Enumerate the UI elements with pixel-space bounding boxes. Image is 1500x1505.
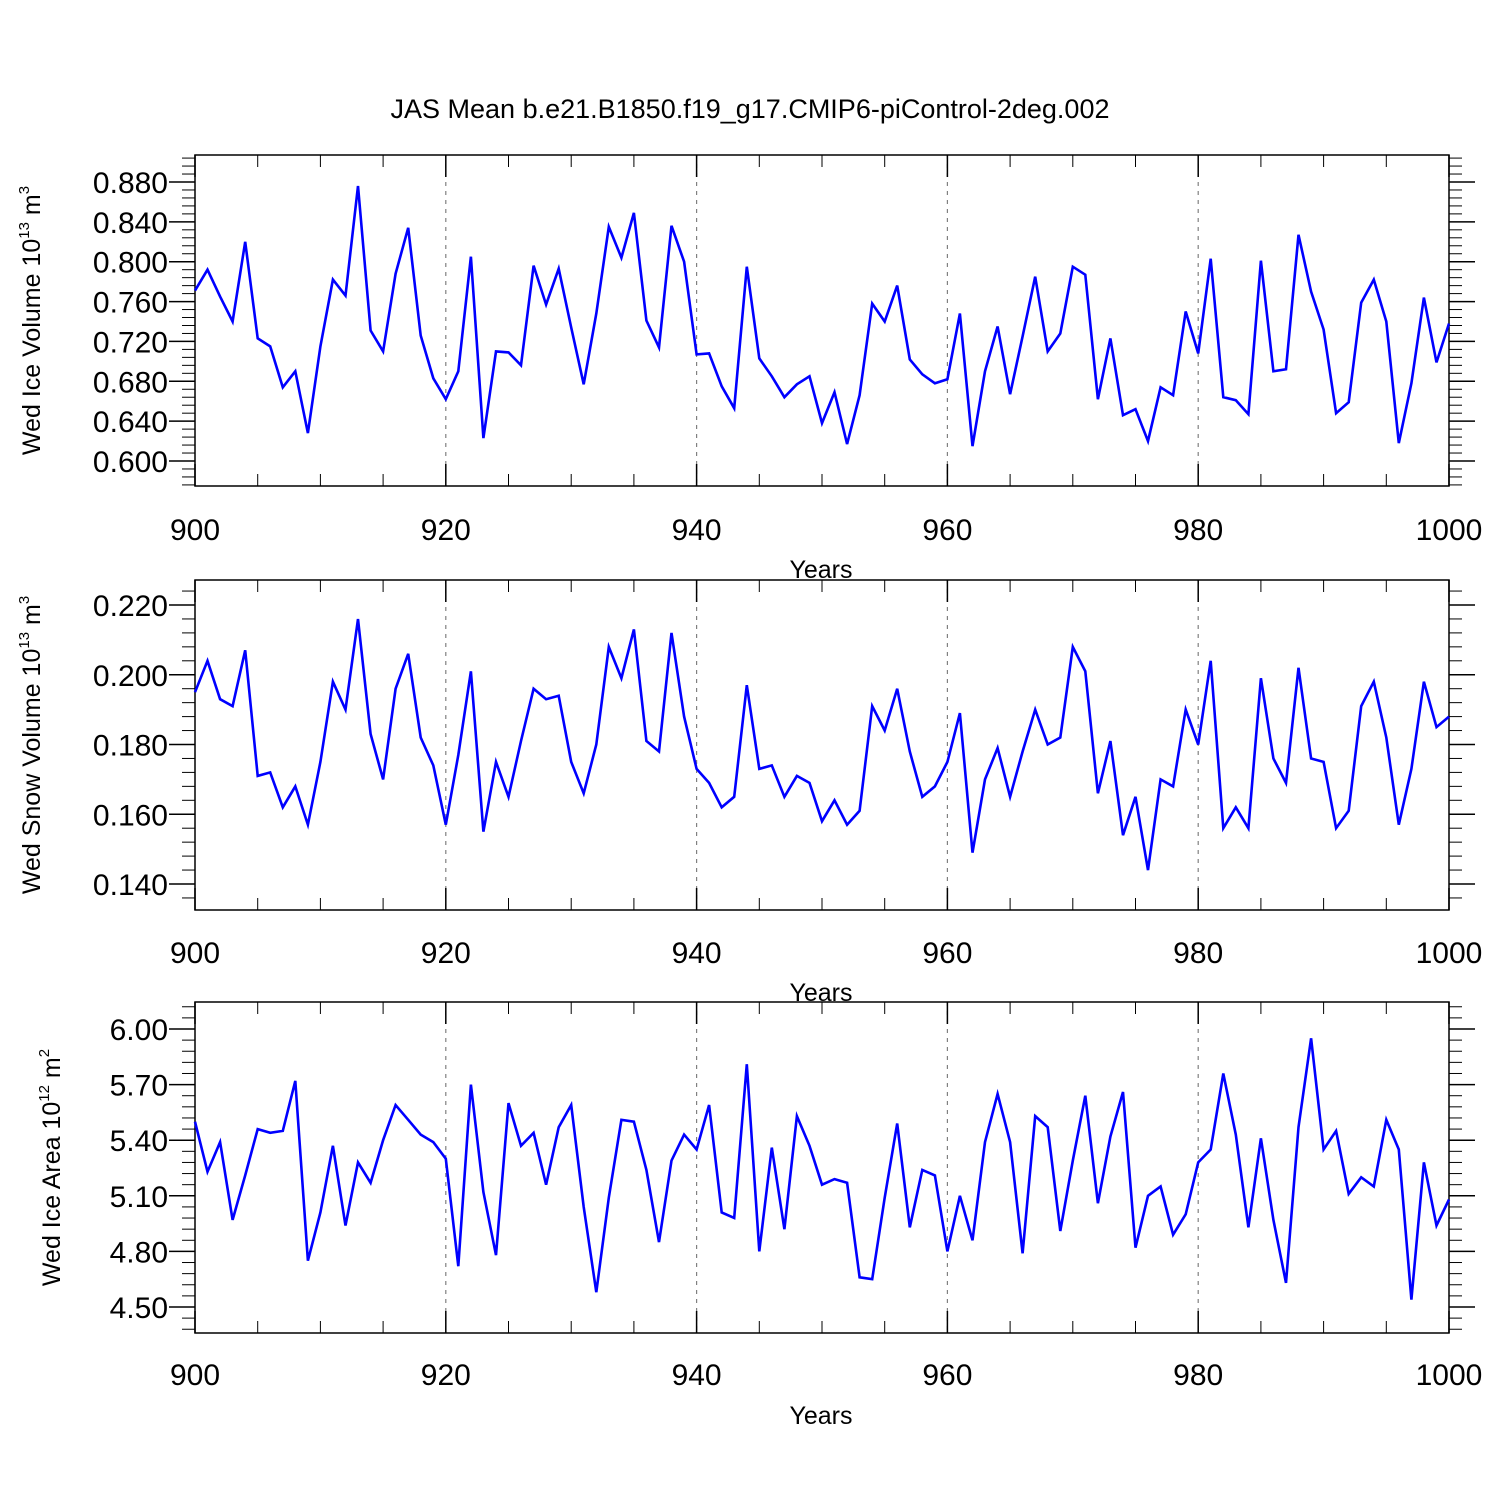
x-axis-title: Years (789, 1402, 852, 1430)
y-tick-label: 0.720 (93, 326, 168, 359)
x-tick-label: 960 (922, 514, 972, 547)
y-tick-label: 0.160 (93, 799, 168, 832)
y-tick-label: 0.220 (93, 590, 168, 623)
y-tick-label: 0.840 (93, 207, 168, 240)
y-tick-label: 4.80 (110, 1236, 168, 1269)
y-tick-label: 0.140 (93, 869, 168, 902)
x-tick-label: 920 (421, 1359, 471, 1392)
panel-3: 4.50 4.80 5.10 5.40 5.70 6.00 900 920 940 960 980 1… (36, 1002, 1482, 1430)
y-tick-label: 0.600 (93, 446, 168, 479)
x-tick-label: 980 (1173, 1359, 1223, 1392)
x-tick-label: 920 (421, 937, 471, 970)
plot-frame (195, 155, 1449, 486)
plot-frame (195, 580, 1449, 910)
y-tick-label: 6.00 (110, 1014, 168, 1047)
x-tick-label: 900 (170, 1359, 220, 1392)
y-tick-label: 0.800 (93, 247, 168, 280)
panels-container: 0.600 0.640 0.680 0.720 0.760 0.800 0.840 0.880… (16, 155, 1482, 1430)
series-line (195, 619, 1449, 870)
y-tick-label: 0.680 (93, 366, 168, 399)
y-tick-label: 0.760 (93, 287, 168, 320)
chart-title: JAS Mean b.e21.B1850.f19_g17.CMIP6-piCon… (391, 94, 1110, 124)
x-tick-label: 920 (421, 514, 471, 547)
x-tick-label: 960 (922, 1359, 972, 1392)
y-axis-title: Wed Ice Area 1012 m2 (36, 1049, 66, 1286)
x-tick-label: 940 (672, 514, 722, 547)
x-tick-label: 960 (922, 937, 972, 970)
y-tick-label: 5.40 (110, 1125, 168, 1158)
x-tick-label: 940 (672, 937, 722, 970)
x-tick-label: 1000 (1416, 1359, 1483, 1392)
x-tick-label: 1000 (1416, 937, 1483, 970)
y-tick-label: 0.180 (93, 730, 168, 763)
panel-2: 0.140 0.160 0.180 0.200 0.220 900 920 940 960 980… (16, 580, 1482, 1007)
y-tick-label: 0.200 (93, 660, 168, 693)
x-tick-label: 1000 (1416, 514, 1483, 547)
y-axis-title: Wed Snow Volume 1013 m3 (16, 596, 46, 894)
series-line (195, 1038, 1449, 1299)
y-tick-label: 5.10 (110, 1181, 168, 1214)
y-tick-label: 5.70 (110, 1070, 168, 1103)
x-tick-label: 900 (170, 937, 220, 970)
series-line (195, 186, 1449, 446)
x-tick-label: 900 (170, 514, 220, 547)
y-axis-title: Wed Ice Volume 1013 m3 (16, 186, 46, 455)
plot-frame (195, 1002, 1449, 1333)
y-tick-label: 0.640 (93, 406, 168, 439)
x-tick-label: 980 (1173, 937, 1223, 970)
x-tick-label: 940 (672, 1359, 722, 1392)
y-tick-label: 0.880 (93, 167, 168, 200)
x-axis-title: Years (789, 979, 852, 1007)
panel-1: 0.600 0.640 0.680 0.720 0.760 0.800 0.840 0.880… (16, 155, 1482, 584)
y-tick-label: 4.50 (110, 1292, 168, 1325)
x-tick-label: 980 (1173, 514, 1223, 547)
